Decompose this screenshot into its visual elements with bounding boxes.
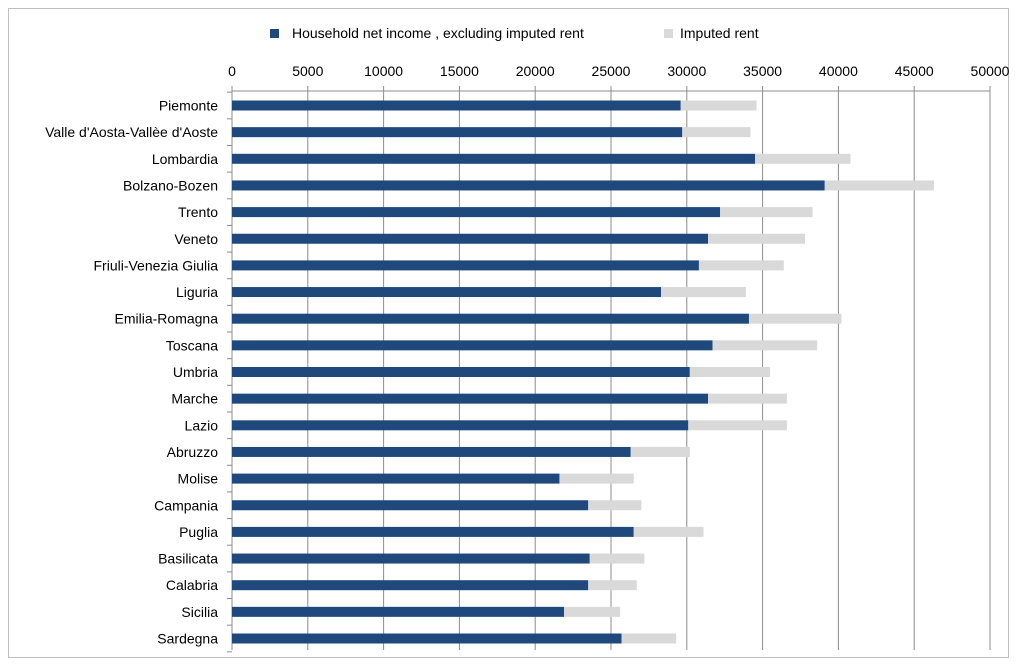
bar-income-20 (232, 633, 622, 644)
bar-income-12 (232, 420, 689, 431)
bar-income-0 (232, 100, 681, 111)
bar-imputed-rent-3 (824, 180, 934, 191)
category-label-19: Sicilia (181, 604, 218, 620)
x-tick-label-4: 20000 (516, 63, 555, 79)
bar-income-3 (232, 180, 825, 191)
bar-income-8 (232, 313, 749, 324)
bar-income-14 (232, 473, 560, 484)
x-tick-label-1: 5000 (292, 63, 323, 79)
bar-imputed-rent-17 (589, 553, 645, 564)
bar-imputed-rent-16 (633, 526, 704, 537)
bar-income-16 (232, 526, 634, 537)
category-label-17: Basilicata (158, 551, 218, 567)
bar-imputed-rent-14 (559, 473, 634, 484)
bar-income-15 (232, 500, 589, 511)
category-label-9: Toscana (166, 337, 218, 353)
legend-label-1: Imputed rent (680, 25, 759, 41)
bar-imputed-rent-6 (698, 260, 784, 271)
bar-imputed-rent-9 (712, 340, 818, 351)
bar-income-1 (232, 127, 683, 138)
bar-imputed-rent-4 (720, 207, 813, 218)
category-label-11: Marche (171, 391, 218, 407)
category-label-16: Puglia (179, 524, 218, 540)
bar-imputed-rent-12 (688, 420, 787, 431)
legend-label-0: Household net income , excluding imputed… (292, 25, 584, 41)
x-tick-label-2: 10000 (364, 63, 403, 79)
bar-imputed-rent-5 (708, 233, 806, 244)
category-label-13: Abruzzo (167, 444, 219, 460)
category-label-6: Friuli-Venezia Giulia (94, 257, 219, 273)
bar-imputed-rent-11 (708, 393, 787, 404)
bar-imputed-rent-13 (630, 446, 690, 457)
x-tick-label-9: 45000 (895, 63, 934, 79)
bar-income-4 (232, 207, 721, 218)
category-label-12: Lazio (185, 417, 219, 433)
category-label-15: Campania (154, 497, 218, 513)
x-tick-label-7: 35000 (743, 63, 782, 79)
category-label-18: Calabria (166, 577, 218, 593)
bar-income-18 (232, 580, 589, 591)
bar-imputed-rent-20 (621, 633, 677, 644)
bar-income-10 (232, 367, 690, 377)
bar-imputed-rent-0 (680, 100, 757, 111)
category-label-1: Valle d'Aosta-Vallèe d'Aoste (45, 124, 218, 140)
bar-income-11 (232, 393, 709, 404)
x-tick-label-0: 0 (228, 63, 236, 79)
x-tick-label-6: 30000 (667, 63, 706, 79)
category-label-0: Piemonte (159, 98, 218, 114)
x-tick-label-8: 40000 (819, 63, 858, 79)
category-label-3: Bolzano-Bozen (123, 177, 218, 193)
bar-income-9 (232, 340, 713, 351)
bar-imputed-rent-18 (588, 580, 637, 591)
category-label-7: Liguria (176, 284, 218, 300)
category-label-5: Veneto (174, 231, 218, 247)
category-label-14: Molise (178, 471, 219, 487)
category-label-2: Lombardia (152, 151, 218, 167)
bar-imputed-rent-19 (564, 606, 621, 617)
bar-income-17 (232, 553, 590, 564)
legend-swatch-1 (664, 29, 673, 38)
x-tick-label-10: 50000 (971, 63, 1010, 79)
bar-imputed-rent-2 (755, 153, 851, 164)
bar-income-19 (232, 606, 565, 617)
x-tick-label-3: 15000 (440, 63, 479, 79)
category-label-4: Trento (178, 204, 218, 220)
chart-frame (8, 8, 1009, 658)
category-label-8: Emilia-Romagna (115, 311, 219, 327)
bar-income-2 (232, 153, 756, 164)
bar-income-7 (232, 287, 662, 298)
bar-income-5 (232, 233, 709, 244)
bar-imputed-rent-8 (748, 313, 842, 324)
bar-imputed-rent-7 (661, 287, 746, 298)
bar-imputed-rent-1 (682, 127, 751, 138)
category-label-10: Umbria (173, 364, 218, 380)
bar-income-6 (232, 260, 699, 271)
legend-swatch-0 (270, 29, 279, 38)
category-label-20: Sardegna (157, 631, 218, 647)
x-tick-label-5: 25000 (592, 63, 631, 79)
bar-income-13 (232, 446, 631, 457)
bar-imputed-rent-15 (588, 500, 642, 511)
bar-imputed-rent-10 (689, 367, 771, 377)
